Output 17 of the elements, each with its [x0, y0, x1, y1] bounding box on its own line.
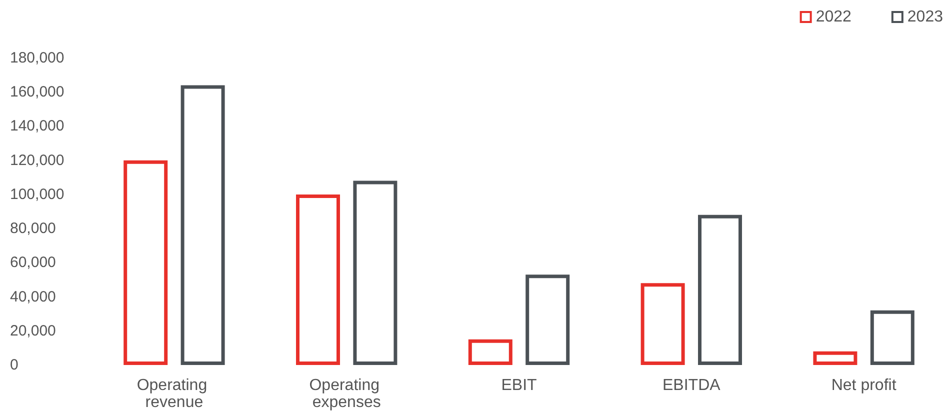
- x-tick-label: Operating expenses: [309, 377, 384, 411]
- legend-label: 2023: [907, 8, 944, 26]
- y-tick-label: 80,000: [10, 220, 56, 238]
- y-tick-label: 180,000: [10, 50, 64, 66]
- x-tick-label: Net profit: [831, 377, 897, 394]
- y-tick-label: 40,000: [10, 288, 56, 306]
- y-tick-label: 100,000: [10, 186, 64, 203]
- y-tick-label: 0: [10, 356, 18, 374]
- y-tick-label: 140,000: [10, 118, 64, 135]
- y-tick-label: 160,000: [10, 84, 64, 101]
- x-tick-label: EBITDA: [662, 377, 721, 394]
- y-tick-label: 20,000: [10, 322, 56, 340]
- legend-label: 2022: [816, 8, 852, 26]
- x-tick-label: EBIT: [501, 377, 538, 394]
- y-tick-label: 60,000: [10, 254, 56, 272]
- y-tick-label: 120,000: [10, 152, 64, 169]
- x-tick-label: Operating revenue: [136, 377, 212, 411]
